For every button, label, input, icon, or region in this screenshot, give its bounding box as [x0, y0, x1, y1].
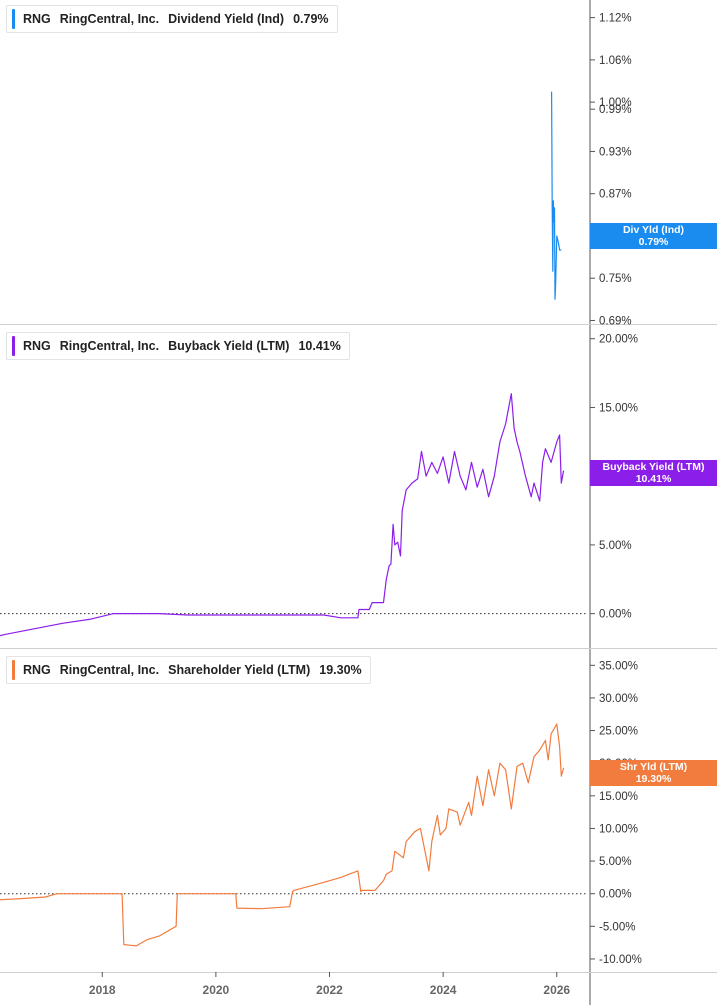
x-tick-label: 2024	[430, 983, 457, 997]
y-tick-label: 35.00%	[599, 660, 638, 672]
x-tick-label: 2026	[543, 983, 570, 997]
flag-buyback-yield: Buyback Yield (LTM) 10.41%	[590, 460, 717, 486]
y-tick-label: 1.00%	[599, 97, 632, 109]
legend-ticker: RNG	[23, 663, 51, 677]
series-line	[0, 393, 565, 637]
y-axes: 1.12%1.06%1.00%0.99%0.93%0.87%0.81%0.75%…	[590, 13, 642, 966]
y-tick-label: 0.75%	[599, 273, 632, 285]
legend-company: RingCentral, Inc.	[59, 663, 160, 677]
y-tick-label: 0.00%	[599, 889, 632, 901]
legend-ticker: RNG	[23, 12, 51, 26]
y-tick-label: 25.00%	[599, 726, 638, 738]
series-line	[0, 723, 565, 947]
y-tick-label: 1.06%	[599, 55, 632, 67]
legend-shareholder-yield: RNG RingCentral, Inc. Shareholder Yield …	[6, 656, 371, 684]
series-line	[550, 91, 562, 300]
legend-metric: Buyback Yield (LTM)	[168, 339, 290, 353]
y-tick-label: 5.00%	[599, 856, 632, 868]
y-tick-label: 0.00%	[599, 609, 632, 621]
legend-value: 19.30%	[319, 663, 362, 677]
flag-value: 0.79%	[638, 236, 669, 248]
flag-label: Div Yld (Ind)	[622, 224, 685, 236]
y-tick-label: 0.93%	[599, 146, 632, 158]
legend-metric: Shareholder Yield (LTM)	[168, 663, 311, 677]
y-tick-label: 10.00%	[599, 823, 638, 835]
legend-company: RingCentral, Inc.	[59, 339, 160, 353]
flag-label: Buyback Yield (LTM)	[602, 461, 705, 473]
legend-buyback-yield: RNG RingCentral, Inc. Buyback Yield (LTM…	[6, 332, 350, 360]
x-tick-label: 2022	[316, 983, 343, 997]
y-tick-label: -5.00%	[599, 921, 635, 933]
y-tick-label: 15.00%	[599, 402, 638, 414]
flag-dividend-yield: Div Yld (Ind) 0.79%	[590, 223, 717, 249]
y-tick-label: 15.00%	[599, 791, 638, 803]
y-tick-label: 0.87%	[599, 189, 632, 201]
flag-value: 10.41%	[635, 473, 672, 485]
legend-color-bar	[12, 336, 15, 356]
y-tick-label: 1.12%	[599, 13, 632, 25]
x-axis: 2018 2020 2022 2024 2026	[89, 972, 570, 997]
y-tick-label: -10.00%	[599, 954, 642, 966]
y-tick-label: 20.00%	[599, 334, 638, 346]
flag-shareholder-yield: Shr Yld (LTM) 19.30%	[590, 760, 717, 786]
legend-dividend-yield: RNG RingCentral, Inc. Dividend Yield (In…	[6, 5, 338, 33]
chart-marks	[0, 91, 588, 947]
legend-value: 0.79%	[293, 12, 329, 26]
y-tick-label: 5.00%	[599, 540, 632, 552]
legend-value: 10.41%	[298, 339, 341, 353]
legend-company: RingCentral, Inc.	[59, 12, 160, 26]
x-tick-label: 2018	[89, 983, 116, 997]
y-tick-label: 0.99%	[599, 104, 632, 116]
legend-ticker: RNG	[23, 339, 51, 353]
flag-value: 19.30%	[635, 773, 672, 785]
legend-metric: Dividend Yield (Ind)	[168, 12, 285, 26]
legend-color-bar	[12, 660, 15, 680]
y-tick-label: 0.69%	[599, 315, 632, 327]
flag-label: Shr Yld (LTM)	[619, 761, 688, 773]
x-tick-label: 2020	[203, 983, 230, 997]
legend-color-bar	[12, 9, 15, 29]
y-tick-label: 30.00%	[599, 693, 638, 705]
